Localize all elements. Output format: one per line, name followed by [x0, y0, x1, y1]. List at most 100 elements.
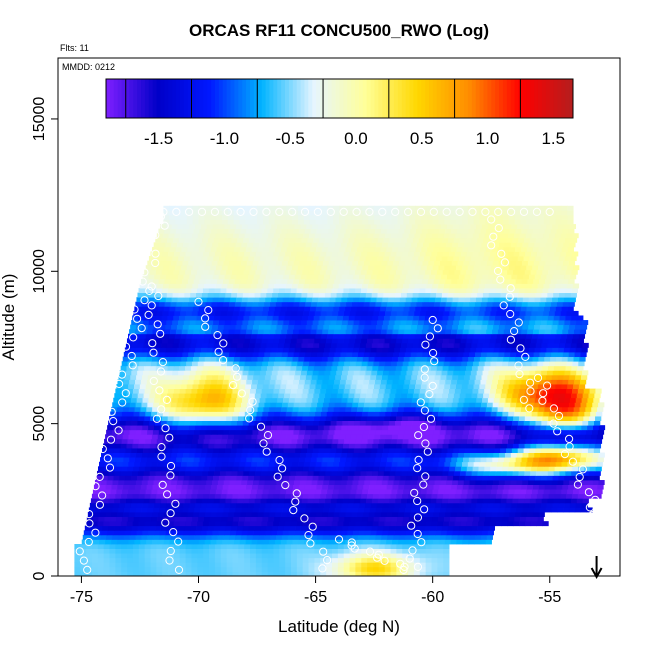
- heatmap-cell: [486, 329, 493, 335]
- heatmap-cell: [171, 530, 178, 536]
- heatmap-cell: [255, 562, 263, 568]
- heatmap-cell: [447, 498, 455, 504]
- heatmap-cell: [180, 516, 187, 522]
- heatmap-cell: [376, 452, 383, 458]
- heatmap-cell: [366, 338, 374, 344]
- heatmap-cell: [197, 411, 205, 417]
- heatmap-cell: [268, 283, 275, 289]
- heatmap-cell: [345, 306, 352, 312]
- heatmap-cell: [261, 521, 268, 527]
- heatmap-cell: [564, 448, 571, 453]
- heatmap-cell: [495, 288, 502, 294]
- heatmap-cell: [327, 384, 334, 390]
- heatmap-cell: [166, 370, 173, 376]
- heatmap-cell: [295, 342, 302, 348]
- heatmap-cell: [247, 297, 254, 303]
- heatmap-cell: [502, 333, 509, 339]
- heatmap-cell: [314, 310, 322, 316]
- heatmap-cell: [516, 297, 524, 303]
- heatmap-cell: [365, 420, 372, 426]
- heatmap-cell: [253, 452, 260, 458]
- heatmap-cell: [313, 292, 320, 298]
- heatmap-cell: [117, 429, 125, 435]
- heatmap-cell: [244, 553, 251, 559]
- heatmap-cell: [197, 548, 204, 554]
- heatmap-cell: [144, 443, 151, 449]
- heatmap-cell: [358, 452, 365, 458]
- heatmap-cell: [197, 571, 204, 577]
- heatmap-cell: [222, 512, 229, 517]
- heatmap-cell: [484, 310, 491, 316]
- heatmap-cell: [308, 553, 315, 559]
- heatmap-cell: [472, 438, 480, 444]
- heatmap-cell: [365, 342, 373, 348]
- heatmap-cell: [380, 512, 387, 517]
- heatmap-cell: [262, 333, 269, 339]
- heatmap-cell: [520, 489, 527, 495]
- heatmap-cell: [345, 329, 352, 335]
- heatmap-cell: [413, 566, 421, 572]
- heatmap-cell: [241, 374, 248, 380]
- heatmap-cell: [485, 356, 492, 362]
- heatmap-cell: [427, 457, 435, 463]
- heatmap-cell: [385, 333, 392, 339]
- heatmap-cell: [409, 384, 416, 390]
- heatmap-cell: [303, 333, 310, 339]
- heatmap-cell: [425, 548, 432, 554]
- heatmap-cell: [229, 452, 237, 458]
- heatmap-cell: [285, 438, 292, 444]
- heatmap-cell: [356, 516, 363, 522]
- heatmap-cell: [402, 411, 410, 417]
- heatmap-cell: [383, 370, 390, 376]
- heatmap-cell: [541, 370, 548, 376]
- heatmap-cell: [219, 470, 227, 476]
- heatmap-cell: [288, 452, 295, 458]
- heatmap-cell: [311, 374, 318, 380]
- heatmap-cell: [472, 521, 479, 527]
- heatmap-cell: [340, 507, 347, 513]
- heatmap-cell: [587, 475, 594, 481]
- heatmap-cell: [419, 288, 426, 294]
- heatmap-cell: [216, 329, 224, 335]
- heatmap-cell: [486, 379, 493, 385]
- heatmap-cell: [373, 489, 381, 495]
- heatmap-cell: [472, 388, 479, 394]
- heatmap-cell: [408, 361, 415, 367]
- heatmap-cell: [226, 365, 233, 371]
- heatmap-cell: [453, 393, 461, 399]
- heatmap-cell: [582, 470, 590, 476]
- heatmap-cell: [259, 425, 266, 431]
- heatmap-cell: [517, 448, 524, 453]
- heatmap-cell: [147, 374, 155, 380]
- heatmap-cell: [583, 466, 591, 472]
- heatmap-cell: [141, 457, 148, 463]
- heatmap-cell: [244, 361, 251, 367]
- heatmap-cell: [554, 310, 562, 316]
- heatmap-cell: [250, 333, 258, 339]
- heatmap-cell: [234, 484, 241, 490]
- heatmap-cell: [541, 498, 548, 504]
- heatmap-cell: [529, 370, 536, 376]
- heatmap-cell: [420, 516, 427, 522]
- heatmap-cell: [280, 461, 287, 467]
- heatmap-cell: [532, 306, 539, 312]
- heatmap-cell: [507, 310, 515, 316]
- heatmap-cell: [573, 461, 580, 467]
- heatmap-cell: [181, 484, 188, 490]
- heatmap-cell: [337, 557, 345, 563]
- heatmap-cell: [496, 310, 503, 316]
- heatmap-cell: [406, 292, 414, 298]
- heatmap-cell: [271, 502, 278, 508]
- heatmap-cell: [309, 384, 316, 390]
- heatmap-cell: [241, 530, 249, 536]
- heatmap-cell: [321, 461, 328, 467]
- heatmap-cell: [163, 356, 170, 362]
- heatmap-cell: [179, 443, 186, 449]
- heatmap-cell: [378, 557, 386, 563]
- heatmap-cell: [372, 388, 380, 394]
- heatmap-cell: [325, 521, 333, 527]
- heatmap-cell: [518, 292, 525, 298]
- heatmap-cell: [437, 361, 445, 367]
- heatmap-cell: [473, 384, 480, 390]
- heatmap-cell: [333, 461, 340, 467]
